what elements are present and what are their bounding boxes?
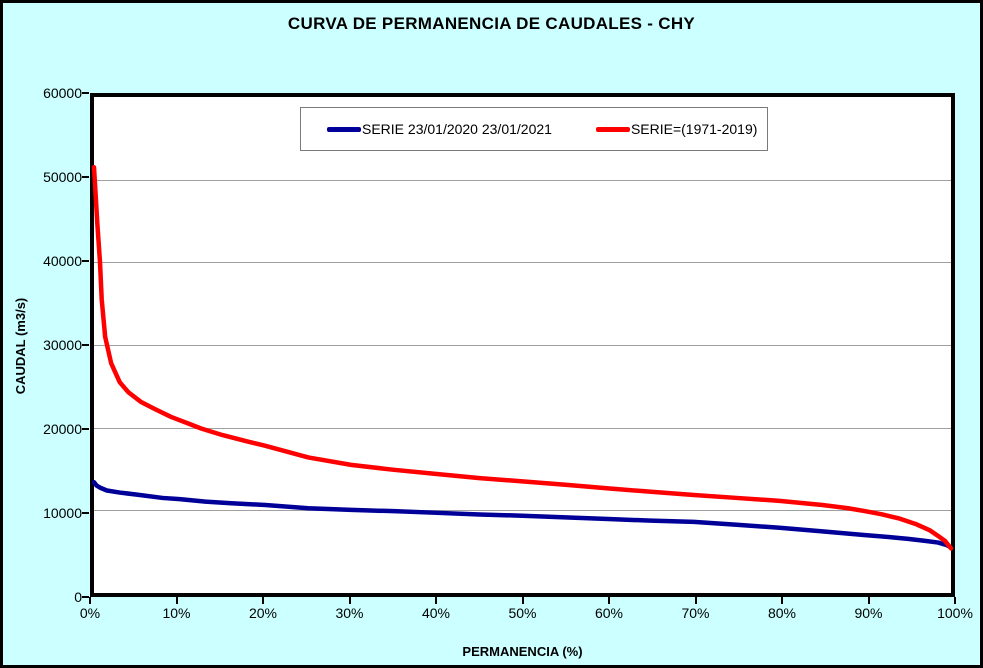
x-tick-label-30%: 30%: [335, 605, 364, 621]
chart-title: CURVA DE PERMANENCIA DE CAUDALES - CHY: [287, 14, 696, 33]
y-tick-mark: [82, 344, 89, 346]
x-tick-mark: [175, 597, 178, 604]
x-tick-label-0%: 0%: [79, 605, 101, 621]
y-axis-title: CAUDAL (m3/s): [13, 297, 28, 395]
y-tick-label-60000: 60000: [43, 85, 82, 101]
y-tick-label-30000: 30000: [43, 337, 82, 353]
x-tick-mark: [694, 597, 697, 604]
x-tick-label-20%: 20%: [248, 605, 278, 621]
y-tick-mark: [82, 92, 89, 94]
legend: SERIE 23/01/2020 23/01/2021 SERIE=(1971-…: [300, 107, 768, 151]
legend-label: SERIE=(1971-2019): [630, 121, 758, 137]
legend-label: SERIE 23/01/2020 23/01/2021: [362, 121, 552, 137]
x-tick-label-60%: 60%: [594, 605, 624, 621]
y-tick-mark: [82, 260, 89, 262]
x-tick-mark: [89, 597, 91, 604]
gridline-50000: [94, 179, 951, 181]
x-tick-mark: [348, 597, 351, 604]
series-line-red: [94, 167, 951, 548]
x-tick-mark: [954, 597, 956, 604]
x-tick-label-70%: 70%: [681, 605, 710, 621]
x-tick-label-90%: 90%: [854, 605, 883, 621]
y-tick-label-10000: 10000: [43, 505, 82, 521]
y-tick-mark: [82, 428, 89, 430]
legend-item-serie-2020-2021: SERIE 23/01/2020 23/01/2021: [327, 121, 552, 137]
blue-line-swatch-icon: [327, 126, 361, 132]
y-tick-label-50000: 50000: [43, 169, 82, 185]
series-line-blue: [94, 482, 951, 547]
y-tick-mark: [82, 512, 89, 514]
x-tick-mark: [435, 597, 437, 604]
gridline-30000: [94, 345, 951, 346]
y-tick-label-20000: 20000: [43, 421, 82, 437]
x-tick-mark: [608, 597, 610, 604]
x-tick-mark: [521, 597, 524, 604]
x-tick-mark: [867, 597, 870, 604]
x-tick-label-100%: 100%: [937, 605, 973, 621]
red-line-swatch-icon: [595, 126, 630, 132]
x-tick-label-50%: 50%: [508, 605, 537, 621]
curves-plot: [94, 97, 951, 593]
plot-area: [90, 93, 955, 597]
y-tick-label-0: 0: [74, 589, 82, 605]
x-tick-mark: [781, 597, 783, 604]
x-tick-label-80%: 80%: [767, 605, 797, 621]
x-axis-title: PERMANENCIA (%): [462, 644, 583, 659]
y-tick-mark: [82, 596, 89, 598]
gridline-40000: [94, 262, 951, 264]
x-tick-mark: [262, 597, 264, 604]
y-tick-mark: [82, 176, 89, 178]
legend-item-serie-1971-2019: SERIE=(1971-2019): [595, 121, 758, 137]
gridline-20000: [94, 427, 951, 429]
y-tick-label-40000: 40000: [43, 253, 82, 269]
gridline-10000: [94, 510, 951, 512]
x-tick-label-10%: 10%: [162, 605, 191, 621]
x-tick-label-40%: 40%: [421, 605, 451, 621]
